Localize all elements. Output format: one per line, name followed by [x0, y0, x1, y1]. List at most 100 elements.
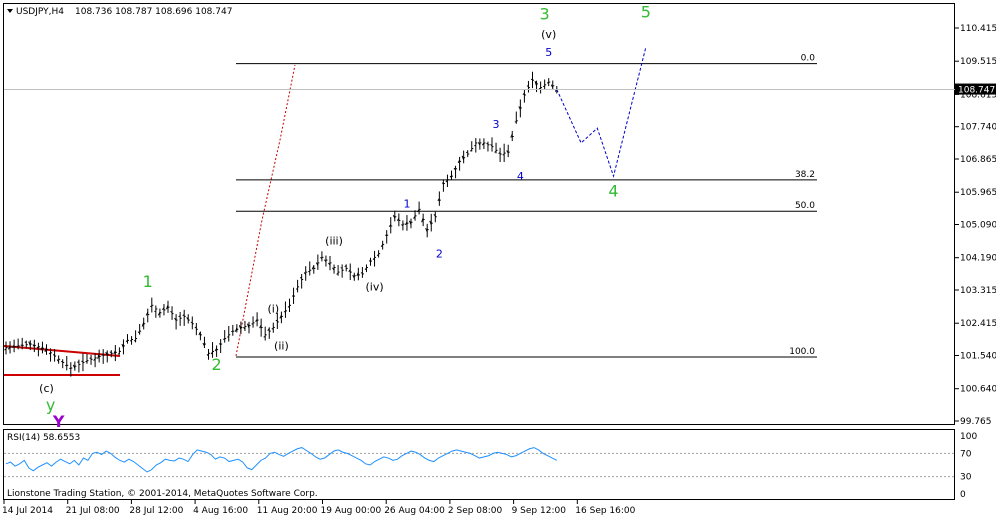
price-bar-open: [36, 346, 39, 349]
symbol-title: USDJPY,H4: [16, 7, 64, 17]
wave-label: (v): [541, 28, 556, 41]
price-tick-label: 108.615: [960, 90, 996, 100]
price-bar-open: [93, 358, 96, 361]
price-bar-open: [311, 265, 315, 270]
price-bar-open: [546, 81, 550, 84]
time-tick-label: 2 Sep 08:00: [448, 506, 503, 516]
price-bar-open: [388, 224, 392, 228]
price-bar-open: [28, 341, 31, 346]
time-tick-label: 28 Jul 12:00: [129, 506, 183, 516]
price-bar-open: [429, 220, 432, 225]
red-dotted-channel: [235, 64, 296, 357]
price-bar-open: [4, 348, 7, 351]
price-bar-open: [376, 254, 379, 257]
collapse-triangle-icon[interactable]: [7, 9, 13, 13]
price-bar-open: [461, 155, 465, 161]
price-bar-open: [72, 364, 76, 369]
price-tick-label: 110.415: [960, 24, 996, 34]
time-tick-label: 21 Jul 08:00: [66, 506, 120, 516]
price-bar-open: [332, 267, 335, 271]
triangle-upper-line: [3, 345, 121, 357]
price-tick-label: 101.540: [960, 352, 996, 362]
price-bar-open: [238, 325, 242, 330]
price-bar-open: [481, 142, 485, 146]
price-bar-open: [194, 326, 197, 329]
price-bar-open: [287, 305, 290, 308]
price-bar-open: [105, 351, 108, 356]
price-bar-open: [125, 340, 128, 342]
rsi-tick-label: 100: [960, 432, 977, 442]
price-bar-open: [243, 326, 246, 330]
price-bar-open: [162, 307, 165, 311]
wave-label: 1: [403, 198, 410, 211]
wave-label: (c): [39, 382, 54, 395]
wave-label: 3: [493, 118, 500, 131]
price-bar-open: [364, 268, 367, 270]
price-bar-open: [303, 272, 307, 275]
price-bar-open: [8, 344, 11, 350]
price-bar-open: [477, 142, 481, 146]
rsi-tick-label: 70: [960, 449, 972, 459]
rsi-indicator: 100 70 30 0: [4, 432, 977, 500]
wave-label: (ii): [274, 340, 289, 353]
price-bar-open: [449, 175, 452, 178]
price-bar-open: [498, 152, 501, 154]
price-tick-label: 105.965: [960, 188, 996, 198]
price-bar-open: [157, 311, 161, 316]
time-tick-label: 4 Aug 16:00: [193, 506, 248, 516]
price-bar-open: [372, 257, 375, 260]
price-bar-open: [145, 311, 149, 316]
price-bar-open: [413, 215, 416, 219]
price-tick-label: 103.315: [960, 286, 996, 296]
price-tick-label: 100.640: [960, 385, 996, 395]
price-bar-open: [210, 351, 213, 355]
price-bar-open: [506, 150, 509, 154]
price-bar-open: [437, 198, 440, 202]
projection-line: [556, 46, 647, 178]
wave-label: (iii): [325, 234, 343, 247]
price-bar-open: [101, 354, 104, 356]
price-bar-open: [550, 84, 554, 88]
price-bar-open: [141, 322, 145, 327]
rsi-panel-frame: [3, 429, 955, 500]
price-bar-open: [271, 328, 274, 330]
price-bar-open: [12, 344, 15, 348]
price-bar-open: [40, 346, 43, 351]
price-bar-open: [251, 323, 254, 325]
price-bar-open: [16, 345, 19, 348]
price-bar-open: [494, 150, 497, 153]
price-bar-open: [315, 262, 319, 266]
wave-label: 5: [641, 2, 651, 21]
rsi-tick-label: 0: [960, 490, 966, 500]
price-tick-label: 109.515: [960, 57, 996, 67]
price-bar-open: [263, 335, 266, 338]
current-price-box: [955, 83, 996, 95]
wave-label: (i): [267, 303, 279, 316]
price-bar-open: [490, 144, 493, 147]
price-bar-open: [453, 167, 456, 171]
price-bar-open: [433, 214, 436, 217]
price-bar-open: [299, 276, 302, 279]
price-bar-open: [234, 327, 238, 332]
wave-label: 2: [436, 247, 443, 260]
price-bar-open: [259, 324, 262, 329]
wave-label: 5: [545, 46, 552, 59]
wave-labels: 1 2 3 4 5 (i) (ii) (iii) (iv) (v) 1 2 3 4 5 (c)yY: [39, 2, 651, 431]
price-bar-open: [206, 353, 209, 357]
price-bar-open: [396, 218, 400, 221]
wave-label: 3: [540, 4, 550, 23]
wave-label: 2: [212, 355, 222, 374]
price-bar-open: [518, 106, 521, 110]
current-price-label: 108.747: [958, 86, 995, 96]
time-tick-label: 9 Sep 12:00: [512, 506, 567, 516]
price-bar-open: [534, 81, 538, 87]
rsi-line: [5, 447, 558, 473]
price-bar-open: [320, 257, 323, 259]
time-tick-label: 19 Aug 00:00: [321, 506, 382, 516]
price-bar-open: [166, 304, 169, 310]
price-bar-open: [113, 350, 116, 355]
price-bar-open: [421, 217, 424, 223]
price-tick-label: 104.190: [960, 254, 996, 264]
fib-level-label: 38.2: [795, 170, 815, 180]
price-bar-open: [405, 221, 408, 226]
